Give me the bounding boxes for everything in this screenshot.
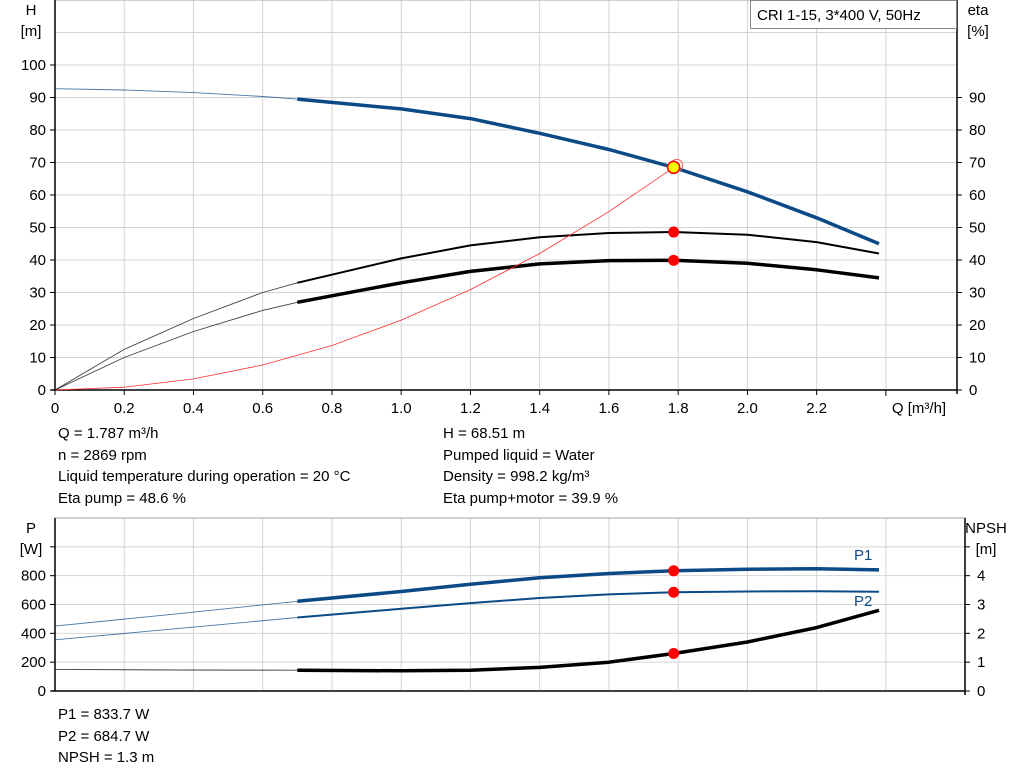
info-left-column: Q = 1.787 m³/h n = 2869 rpm Liquid tempe… bbox=[58, 423, 350, 509]
y-tick-label-left: 800 bbox=[21, 568, 46, 585]
series-eta_pump-extension bbox=[54, 282, 298, 391]
y-tick-label-left: 0 bbox=[38, 382, 46, 399]
y-tick-label-left: 400 bbox=[21, 625, 46, 642]
y-tick-label-left: 50 bbox=[29, 220, 46, 237]
series-P1 bbox=[297, 566, 880, 604]
y-tick-label-right: 90 bbox=[969, 90, 986, 107]
y-tick-label-right: 0 bbox=[969, 382, 977, 399]
y-tick-label-right: 0 bbox=[977, 683, 985, 700]
y-axis-unit-right: [%] bbox=[967, 23, 989, 40]
y-axis-label-left: P bbox=[26, 520, 36, 537]
legend-box bbox=[750, 0, 957, 29]
y-tick-label-left: 40 bbox=[29, 252, 46, 269]
y-tick-label-left: 100 bbox=[21, 57, 46, 74]
y-tick-label-left: 0 bbox=[38, 683, 46, 700]
x-tick-label: 0 bbox=[51, 400, 59, 417]
x-tick-label: 0.8 bbox=[322, 400, 343, 417]
series-P2-extension bbox=[54, 617, 298, 641]
x-tick-label: 1.8 bbox=[668, 400, 689, 417]
y-tick-label-left: 20 bbox=[29, 317, 46, 334]
series-label-P1: P1 bbox=[854, 547, 872, 564]
info-liquid: Pumped liquid = Water bbox=[443, 446, 595, 464]
operating-point bbox=[666, 160, 681, 175]
series-H-extension bbox=[54, 88, 298, 100]
info-head: H = 68.51 m bbox=[443, 425, 526, 442]
x-tick-label: 2.2 bbox=[806, 400, 827, 417]
info-eta-pump: Eta pump = 48.6 % bbox=[58, 489, 186, 507]
series-label-P2: P2 bbox=[854, 593, 872, 610]
y-tick-label-right: 40 bbox=[969, 252, 986, 269]
y-tick-label-right: 2 bbox=[977, 625, 985, 642]
y-tick-label-left: 60 bbox=[29, 187, 46, 204]
y-tick-label-right: 60 bbox=[969, 187, 986, 204]
series-eta_pump_motor bbox=[296, 258, 880, 305]
x-tick-label: 1.4 bbox=[529, 400, 550, 417]
y-tick-label-right: 70 bbox=[969, 155, 986, 172]
y-tick-label-left: 70 bbox=[29, 155, 46, 172]
series-P2 bbox=[297, 590, 880, 619]
y-tick-label-left: 600 bbox=[21, 597, 46, 614]
series-P1-extension bbox=[54, 600, 298, 627]
y-tick-label-right: 1 bbox=[977, 654, 985, 671]
x-tick-label: 2.0 bbox=[737, 400, 758, 417]
info-temperature: Liquid temperature during operation = 20… bbox=[58, 468, 351, 485]
series-H bbox=[297, 97, 880, 246]
x-tick-label: 0.2 bbox=[114, 400, 135, 417]
y-axis-label-right: eta bbox=[968, 2, 990, 19]
y-tick-label-right: 50 bbox=[969, 220, 986, 237]
info-density: Density = 998.2 kg/m³ bbox=[443, 468, 590, 485]
y-tick-label-right: 80 bbox=[969, 122, 986, 139]
y-tick-label-right: 3 bbox=[977, 597, 985, 614]
info-right-column: H = 68.51 m Pumped liquid = Water Densit… bbox=[443, 423, 618, 509]
y-tick-label-right: 10 bbox=[969, 350, 986, 367]
info-eta-pump-motor: Eta pump+motor = 39.9 % bbox=[443, 489, 619, 507]
series-eta_pump bbox=[297, 231, 880, 284]
y-axis-unit-left: [m] bbox=[21, 23, 42, 40]
y-tick-label-left: 10 bbox=[29, 350, 46, 367]
y-axis-unit-right: [m] bbox=[976, 541, 997, 558]
operating-point bbox=[668, 565, 680, 577]
operating-point bbox=[668, 586, 680, 598]
x-tick-label: 0.6 bbox=[252, 400, 273, 417]
series-system_curve-extension bbox=[54, 167, 674, 391]
x-tick-label: 1.6 bbox=[598, 400, 619, 417]
y-tick-label-left: 30 bbox=[29, 285, 46, 302]
y-axis-label-left: H bbox=[26, 2, 37, 19]
y-tick-label-left: 200 bbox=[21, 654, 46, 671]
x-tick-label: 1.2 bbox=[460, 400, 481, 417]
y-tick-label-right: 20 bbox=[969, 317, 986, 334]
info-flow: Q = 1.787 m³/h bbox=[58, 425, 159, 442]
x-axis-label: Q [m³/h] bbox=[892, 400, 946, 417]
y-tick-label-left: 90 bbox=[29, 90, 46, 107]
operating-point bbox=[668, 254, 680, 266]
info-npsh: NPSH = 1.3 m bbox=[58, 749, 155, 766]
info-speed: n = 2869 rpm bbox=[58, 446, 147, 464]
y-tick-label-left: 80 bbox=[29, 122, 46, 139]
info-p1: P1 = 833.7 W bbox=[58, 706, 150, 723]
y-axis-unit-left: [W] bbox=[20, 541, 43, 558]
info-p2: P2 = 684.7 W bbox=[58, 727, 150, 745]
info-power-column: P1 = 833.7 W P2 = 684.7 W NPSH = 1.3 m bbox=[58, 704, 154, 769]
x-tick-label: 1.0 bbox=[391, 400, 412, 417]
operating-point bbox=[668, 226, 680, 238]
series-NPSH bbox=[297, 608, 880, 673]
y-tick-label-right: 30 bbox=[969, 285, 986, 302]
y-tick-label-right: 4 bbox=[977, 568, 985, 585]
operating-point bbox=[668, 648, 680, 660]
x-tick-label: 0.4 bbox=[183, 400, 204, 417]
y-axis-label-right: NPSH bbox=[965, 520, 1007, 537]
legend-title: CRI 1-15, 3*400 V, 50Hz bbox=[757, 7, 921, 24]
series-NPSH-extension bbox=[54, 668, 298, 671]
series-eta_pump_motor-extension bbox=[54, 301, 298, 391]
